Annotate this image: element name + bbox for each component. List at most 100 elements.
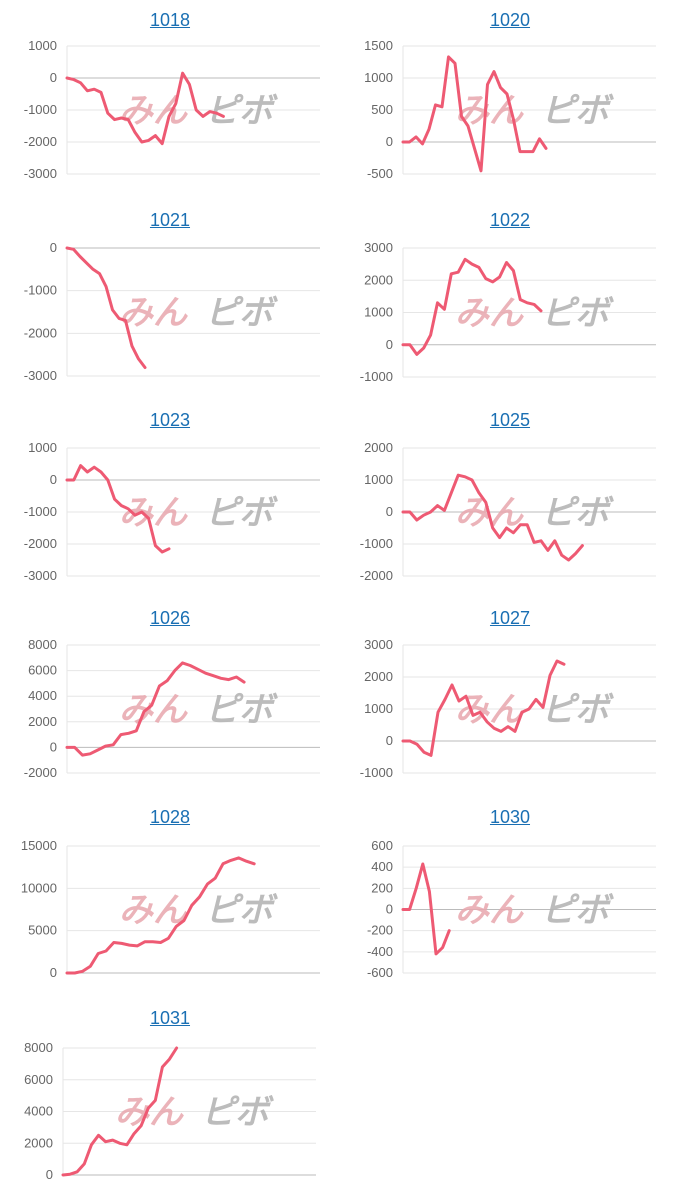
series-line [65,856,256,975]
y-tick-label: 0 [50,965,57,980]
y-tick-label: 0 [50,739,57,754]
y-tick-label: 8000 [24,1040,53,1055]
watermark-part1: みん [119,891,188,931]
chart-title-link[interactable]: 1026 [149,608,191,628]
y-tick-label: -2000 [360,568,393,583]
y-tick-label: 2000 [24,1135,53,1150]
watermark-part1: みん [119,690,188,730]
watermark-part2: ピボ [205,891,278,931]
chart-panel-1020: 1020 1500 1000 500 0 -500 みん ピボ [340,0,680,200]
y-tick-label: -3000 [24,166,57,181]
series-line [65,71,225,146]
y-tick-label: 0 [50,70,57,85]
y-tick-label: 1000 [364,305,393,320]
watermark-part1: みん [115,1093,184,1133]
y-tick-label: 200 [371,880,393,895]
chart-title-link[interactable]: 1025 [489,410,531,430]
chart-panel-1021: 1021 0 -1000 -2000 -3000 みん ピボ [0,200,340,400]
watermark-part1: みん [119,493,188,533]
series-line [401,55,548,173]
y-tick-label: 0 [46,1167,53,1182]
watermark-part1: みん [119,293,188,333]
watermark-part1: みん [455,891,524,931]
y-tick-label: 0 [386,337,393,352]
chart-panel-1018: 1018 1000 0 -1000 -2000 -3000 みん ピボ [0,0,340,200]
chart-title-link[interactable]: 1020 [489,10,531,30]
y-tick-label: -2000 [24,765,57,780]
chart-panel-1028: 1028 15000 10000 5000 0 みん ピボ [0,797,340,997]
watermark-part2: ピボ [541,91,614,131]
watermark-part2: ピボ [205,293,278,333]
chart-panel-1022: 1022 3000 2000 1000 0 -1000 みん ピボ [340,200,680,400]
y-tick-label: -1000 [360,369,393,384]
chart-panel-1027: 1027 3000 2000 1000 0 -1000 みん ピボ [340,598,680,798]
y-tick-label: -1000 [360,536,393,551]
y-tick-label: -1000 [24,283,57,298]
line-chart: 0 -1000 -2000 -3000 みん ピボ [24,240,320,383]
chart-title-link[interactable]: 1022 [489,210,531,230]
y-tick-label: -1000 [24,504,57,519]
y-tick-label: -1000 [24,102,57,117]
chart-panel-1023: 1023 1000 0 -1000 -2000 -3000 みん ピボ [0,400,340,600]
chart-title-link[interactable]: 1021 [149,210,191,230]
chart-title-link[interactable]: 1030 [489,807,531,827]
chart-panel-1026: 1026 8000 6000 4000 2000 0 -2000 みん ピボ [0,598,340,798]
series-line [65,464,171,554]
y-tick-label: -2000 [24,325,57,340]
y-tick-label: 15000 [21,838,57,853]
y-tick-label: -2000 [24,536,57,551]
y-tick-label: 400 [371,859,393,874]
y-tick-label: 6000 [28,663,57,678]
y-tick-label: 0 [386,733,393,748]
y-tick-label: 5000 [28,923,57,938]
y-tick-label: 1000 [364,472,393,487]
y-tick-label: 0 [386,504,393,519]
chart-panel-1030: 1030 600 400 200 0 -200 -400 -600 みん ピボ [340,797,680,997]
y-tick-label: 3000 [364,637,393,652]
series-line [61,1046,179,1177]
y-tick-label: -3000 [24,368,57,383]
y-tick-label: 1000 [28,38,57,53]
watermark-part2: ピボ [205,690,278,730]
y-tick-label: -600 [367,965,393,980]
chart-title-link[interactable]: 1028 [149,807,191,827]
series-line [401,473,584,562]
y-tick-label: 6000 [24,1072,53,1087]
y-tick-label: 0 [386,134,393,149]
y-tick-label: 1500 [364,38,393,53]
y-tick-label: -200 [367,923,393,938]
watermark-part2: ピボ [205,493,278,533]
chart-panel-1025: 1025 2000 1000 0 -1000 -2000 みん ピボ [340,400,680,600]
y-tick-label: 2000 [364,669,393,684]
y-tick-label: -400 [367,944,393,959]
y-tick-label: 8000 [28,637,57,652]
series-line [65,661,246,757]
y-tick-label: 2000 [28,714,57,729]
y-tick-label: 3000 [364,240,393,255]
watermark-part1: みん [455,294,524,334]
line-chart: 15000 10000 5000 0 みん ピボ [21,838,320,980]
chart-title-link[interactable]: 1031 [149,1008,191,1028]
y-tick-label: 600 [371,838,393,853]
watermark-part2: ピボ [541,294,614,334]
y-tick-label: 1000 [364,701,393,716]
watermark-part2: ピボ [201,1093,274,1133]
y-tick-label: 500 [371,102,393,117]
watermark-part2: ピボ [541,690,614,730]
chart-title-link[interactable]: 1018 [149,10,191,30]
watermark-part2: ピボ [205,91,278,131]
line-chart: 600 400 200 0 -200 -400 -600 みん ピボ [367,838,656,980]
chart-title-link[interactable]: 1027 [489,608,531,628]
series-line [65,246,147,369]
chart-title-link[interactable]: 1023 [149,410,191,430]
y-tick-label: -3000 [24,568,57,583]
y-tick-label: 0 [50,472,57,487]
series-line [401,659,566,757]
watermark-part2: ピボ [541,493,614,533]
y-tick-label: 1000 [364,70,393,85]
